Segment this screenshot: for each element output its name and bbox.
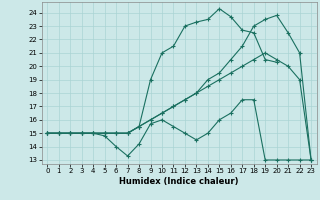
X-axis label: Humidex (Indice chaleur): Humidex (Indice chaleur) <box>119 177 239 186</box>
